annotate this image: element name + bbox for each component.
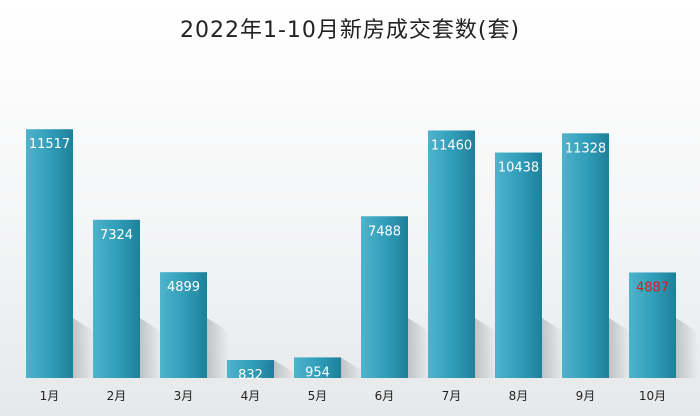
bar-7月 [428, 130, 475, 378]
bar-2月 [93, 219, 140, 378]
bar-shadow [140, 318, 162, 378]
data-label: 7324 [100, 228, 133, 243]
bar-5月 [294, 357, 341, 378]
x-tick-label: 4月 [241, 389, 261, 403]
bar-shadow [609, 318, 631, 378]
data-label: 11517 [29, 137, 70, 152]
x-tick-label: 7月 [442, 389, 462, 403]
x-tick-label: 2月 [107, 389, 127, 403]
data-label: 11460 [431, 138, 472, 153]
bar-3月 [160, 272, 207, 378]
x-tick-label: 1月 [40, 389, 60, 403]
x-tick-label: 3月 [174, 389, 194, 403]
bar-shadow [542, 318, 564, 378]
data-label: 832 [238, 368, 263, 383]
bar-1月 [26, 129, 73, 378]
x-tick-label: 10月 [639, 389, 666, 403]
bar-shadow [408, 318, 430, 378]
x-tick-label: 8月 [509, 389, 529, 403]
bar-10月 [629, 272, 676, 378]
bar-9月 [562, 133, 609, 378]
data-label: 7488 [368, 224, 401, 239]
data-label: 10438 [498, 161, 539, 176]
bar-shadow [341, 357, 363, 378]
bar-shadow [475, 318, 497, 378]
bar-shadow [207, 318, 229, 378]
bar-shadow [676, 318, 698, 378]
bar-8月 [495, 152, 542, 378]
chart-title: 2022年1-10月新房成交套数(套) [179, 18, 521, 43]
data-label: 4899 [167, 280, 200, 295]
x-tick-label: 9月 [576, 389, 596, 403]
bar-6月 [361, 216, 408, 378]
data-label: 954 [305, 365, 330, 380]
data-label: 4887 [636, 280, 669, 295]
bar-shadow [274, 360, 296, 378]
x-tick-label: 6月 [375, 389, 395, 403]
data-label: 11328 [565, 141, 606, 156]
x-tick-label: 5月 [308, 389, 328, 403]
bar-4月 [227, 360, 274, 378]
bar-shadow [73, 318, 95, 378]
